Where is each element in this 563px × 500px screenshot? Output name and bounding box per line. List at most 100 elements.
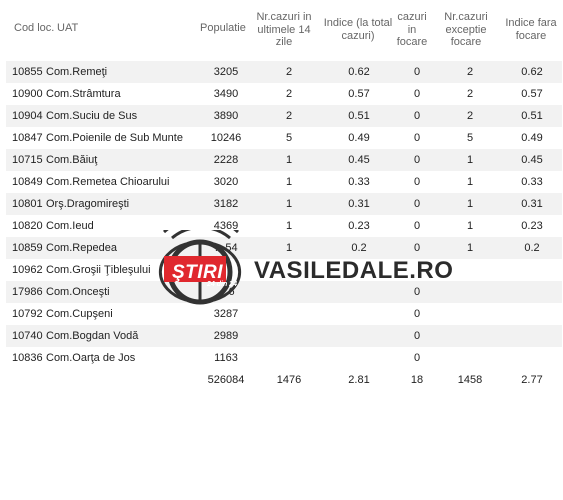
uat-cell: Com.Ieud — [46, 220, 94, 232]
header-index-excluding-outbreaks: Indice fara focare — [505, 17, 557, 42]
cases-cell — [256, 347, 322, 369]
population-cell: 526084 — [196, 369, 256, 391]
population-cell: 2228 — [196, 149, 256, 171]
cases-cell: 1 — [256, 237, 322, 259]
population-cell: 3287 — [213, 308, 239, 320]
index-no-outbreak-cell: 0.2 — [502, 237, 562, 259]
uat-cell: Com.Suciu de Sus — [46, 105, 196, 127]
index-cell: 0.49 — [348, 132, 370, 144]
code-cell: 10715 — [6, 149, 46, 171]
watermark-badge-sub: 24 din 24 — [207, 281, 237, 288]
code-cell: 10855 — [6, 61, 46, 83]
index-no-outbreak-cell: 0.51 — [502, 105, 562, 127]
table-row: 10859 Com.Repedea …54 1 0.2 0 1 0.2 — [6, 237, 562, 259]
table-row: 10855 Com.Remeţi 3205 2 0.62 0 2 0.62 — [6, 61, 562, 83]
outbreak-cases-cell: 0 — [396, 325, 438, 347]
table-row: 10740 Com.Bogdan Vodă 2989 0 — [6, 325, 562, 347]
population-cell: 1163 — [214, 352, 238, 364]
outbreak-cases-cell: 0 — [396, 61, 438, 83]
index-no-outbreak-cell — [502, 325, 562, 347]
table-row: 10715 Com.Băiuţ 2228 1 0.45 0 1 0.45 — [6, 149, 562, 171]
non-outbreak-cases-cell: 2 — [466, 88, 474, 100]
table-header: Cod loc. UAT Populatie Nr.cazuri in ulti… — [0, 0, 563, 62]
cases-cell: 5 — [285, 132, 293, 144]
table-row: 10792 Com.Cupşeni 3287 0 — [6, 303, 562, 325]
outbreak-cases-cell: 0 — [396, 237, 438, 259]
cases-cell: 1 — [285, 220, 293, 232]
header-cases-in-outbreaks: cazuri in focare — [396, 11, 428, 48]
cases-cell — [256, 325, 322, 347]
index-no-outbreak-cell: 0.33 — [521, 176, 543, 188]
index-no-outbreak-cell: 0.23 — [521, 220, 543, 232]
index-cell: 0.23 — [348, 220, 370, 232]
index-no-outbreak-cell: 0.49 — [521, 132, 543, 144]
code-cell: 10859 — [6, 237, 46, 259]
outbreak-cases-cell: 0 — [413, 132, 421, 144]
outbreak-cases-cell: 0 — [396, 149, 438, 171]
code-cell: 10900 — [12, 88, 43, 100]
uat-cell: Orş.Dragomireşti — [46, 193, 196, 215]
population-cell: 2989 — [196, 325, 256, 347]
uat-cell: Com.Remetea Chioarului — [46, 176, 170, 188]
header-index-total: Indice (la total cazuri) — [323, 17, 393, 42]
header-cases-14-days: Nr.cazuri in ultimele 14 zile — [256, 11, 312, 48]
population-cell: 4369 — [213, 220, 239, 232]
cases-cell: 2 — [256, 105, 322, 127]
non-outbreak-cases-cell — [438, 347, 502, 369]
watermark-badge-text: ŞTIRI — [172, 262, 224, 283]
cases-cell: 1 — [256, 149, 322, 171]
uat-cell: Com.Poienile de Sub Munte — [46, 132, 183, 144]
index-no-outbreak-cell — [502, 259, 562, 281]
code-cell: 10962 — [12, 264, 43, 276]
code-cell: 17986 — [6, 281, 46, 303]
header-uat: UAT — [57, 22, 79, 34]
table-row: 10847 Com.Poienile de Sub Munte 10246 5 0.49… — [6, 127, 562, 149]
code-cell: 10820 — [12, 220, 43, 232]
index-cell: 0.2 — [322, 237, 396, 259]
non-outbreak-cases-cell: 1 — [438, 237, 502, 259]
index-no-outbreak-cell — [502, 347, 562, 369]
non-outbreak-cases-cell: 2 — [438, 105, 502, 127]
table-body: 10855 Com.Remeţi 3205 2 0.62 0 2 0.62 10900 Com.S… — [6, 61, 562, 391]
population-cell: …54 — [196, 237, 256, 259]
header-cases-excluding-outbreaks: Nr.cazuri exceptie focare — [444, 11, 488, 48]
index-no-outbreak-cell: 0.45 — [502, 149, 562, 171]
covid-cases-table: 10855 Com.Remeţi 3205 2 0.62 0 2 0.62 10900 Com.S… — [6, 61, 562, 391]
watermark-brand: VASILEDALE.RO — [254, 257, 454, 284]
index-no-outbreak-cell: 0.62 — [502, 61, 562, 83]
code-cell: 10847 — [12, 132, 43, 144]
index-cell: 0.33 — [348, 176, 370, 188]
uat-cell: Com.Remeţi — [46, 61, 196, 83]
totals-row: 526084 1476 2.81 18 1458 2.77 — [6, 369, 562, 391]
index-no-outbreak-cell — [502, 281, 562, 303]
cases-cell: 1 — [285, 176, 293, 188]
non-outbreak-cases-cell: 1 — [438, 149, 502, 171]
uat-cell — [46, 369, 196, 391]
table-row: 10962 Com.Groşii Ţibleşului — [6, 259, 562, 281]
population-cell: 3490 — [213, 88, 239, 100]
index-cell — [322, 347, 396, 369]
non-outbreak-cases-cell: 1 — [438, 193, 502, 215]
population-cell: 3890 — [196, 105, 256, 127]
header-code: Cod loc. — [14, 22, 55, 34]
outbreak-cases-cell: 0 — [413, 220, 421, 232]
index-cell: 0.45 — [322, 149, 396, 171]
uat-cell: Com.Băiuţ — [46, 149, 196, 171]
cases-cell — [256, 281, 322, 303]
index-cell: 0.62 — [322, 61, 396, 83]
index-cell: 0.31 — [322, 193, 396, 215]
index-cell: 0.51 — [322, 105, 396, 127]
table-row: 10820 Com.Ieud 4369 1 0.23 0 1 0.23 — [6, 215, 562, 237]
population-cell: 10246 — [210, 132, 242, 144]
index-cell — [322, 281, 396, 303]
uat-cell: Com.Groşii Ţibleşului — [46, 264, 151, 276]
cases-cell: 2 — [285, 88, 293, 100]
code-cell: 10792 — [12, 308, 43, 320]
uat-cell: Com.Strâmtura — [46, 88, 121, 100]
index-no-outbreak-cell: 2.77 — [502, 369, 562, 391]
non-outbreak-cases-cell — [438, 281, 502, 303]
code-cell: 10801 — [6, 193, 46, 215]
code-cell — [6, 369, 46, 391]
index-cell: 2.81 — [322, 369, 396, 391]
outbreak-cases-cell: 0 — [413, 308, 421, 320]
